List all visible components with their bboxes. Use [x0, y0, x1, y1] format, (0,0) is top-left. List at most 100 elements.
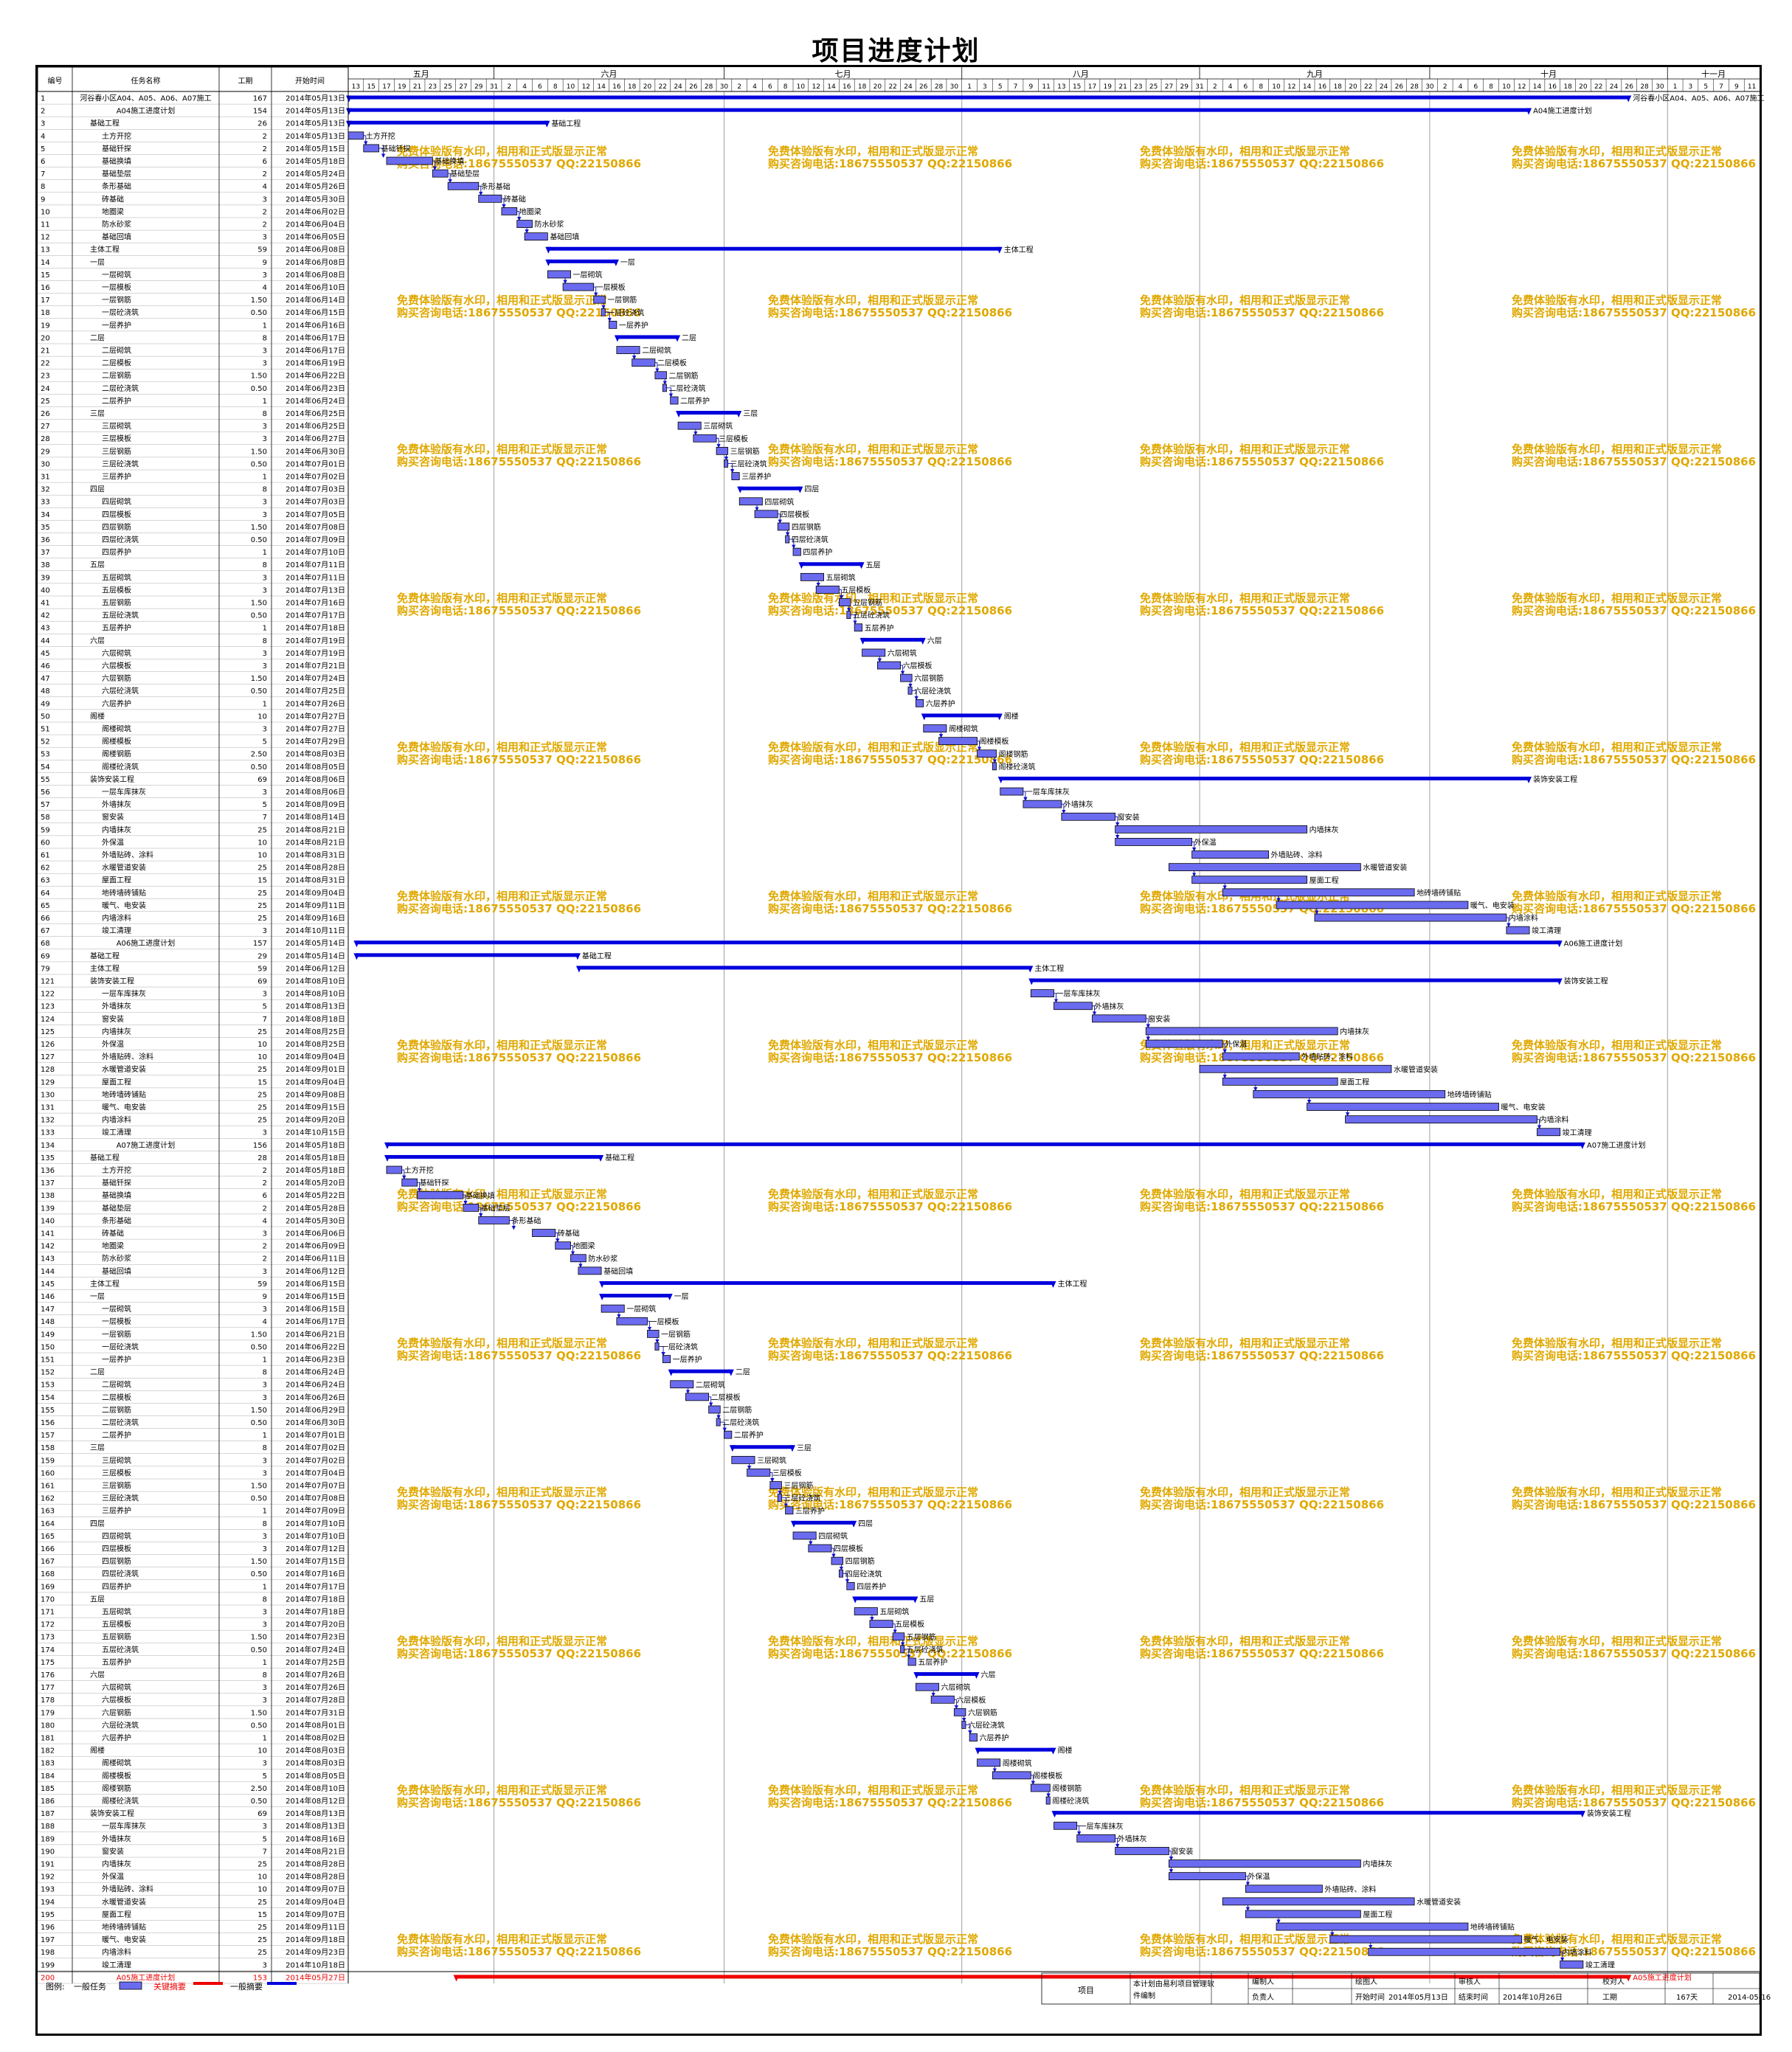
row-duration: 2.50	[251, 1785, 267, 1793]
row-duration: 6	[263, 1192, 267, 1200]
legend-summary-swatch	[267, 1982, 297, 1985]
dependency-link	[893, 1623, 897, 1634]
dependency-link	[605, 311, 612, 322]
watermark-line1: 免费体验版有水印，相用和正式版显示正常	[397, 1337, 607, 1350]
row-task-name: 防水砂浆	[102, 1254, 131, 1264]
row-duration: 2	[263, 133, 267, 141]
row-start: 2014年07月27日	[286, 724, 345, 734]
watermark-line1: 免费体验版有水印，相用和正式版显示正常	[768, 592, 978, 605]
row-task-name: 一层砌筑	[102, 1304, 131, 1314]
watermark-line1: 免费体验版有水印，相用和正式版显示正常	[768, 294, 978, 307]
task-bar	[915, 699, 924, 707]
row-id: 155	[41, 1407, 55, 1415]
task-bar	[1030, 989, 1054, 998]
row-duration: 15	[257, 877, 267, 885]
row-task-name: 三层模板	[102, 434, 131, 443]
row-start: 2014年05月13日	[286, 94, 345, 103]
task-bar	[992, 762, 997, 771]
summary-bar	[547, 246, 1000, 251]
summary-end-cap	[666, 1294, 673, 1301]
row-start: 2014年06月19日	[286, 358, 345, 368]
footer-dur-label: 工期	[1602, 1993, 1617, 2002]
task-bar-label: 一层模板	[649, 1317, 679, 1326]
row-start: 2014年07月01日	[286, 1430, 345, 1440]
summary-bar	[616, 335, 679, 339]
task-bar	[632, 358, 656, 367]
row-id: 65	[41, 902, 50, 910]
day-label: 18	[858, 83, 867, 91]
task-bar-label: 竣工清理	[1532, 926, 1561, 935]
day-label: 10	[797, 83, 806, 91]
watermark-line2: 购买咨询电话:18675550537 QQ:22150866	[768, 157, 1012, 170]
summary-bar	[348, 108, 1530, 112]
row-id: 31	[41, 474, 50, 482]
summary-bar	[356, 953, 578, 957]
row-task-name: 三层	[90, 409, 105, 418]
day-label: 8	[1489, 83, 1493, 91]
row-start: 2014年05月18日	[286, 1165, 345, 1175]
row-task-name: 四层	[90, 1519, 105, 1528]
task-bar	[1054, 1821, 1078, 1830]
watermark-line1: 免费体验版有水印，相用和正式版显示正常	[768, 890, 978, 903]
row-duration: 25	[257, 826, 267, 834]
day-label: 26	[1395, 83, 1404, 91]
row-duration: 3	[263, 1394, 267, 1402]
row-task-name: 一层砼浇筑	[102, 308, 139, 317]
task-bar-label: 二层养护	[734, 1430, 764, 1440]
row-duration: 1	[263, 1432, 267, 1440]
summary-bar-label: A06施工进度计划	[1564, 938, 1623, 948]
task-bar-label: 地砖墙砖铺贴	[1416, 888, 1461, 898]
footer-start-label: 开始时间	[1355, 1992, 1385, 2002]
row-duration: 25	[257, 1949, 267, 1957]
row-duration: 0.50	[251, 1419, 267, 1427]
summary-bar	[348, 120, 548, 125]
day-label: 22	[659, 83, 667, 91]
summary-bar-label: 六层	[981, 1671, 996, 1680]
row-task-name: 外保温	[102, 1872, 124, 1882]
row-task-name: 二层砌筑	[102, 1380, 131, 1390]
row-start: 2014年07月11日	[286, 572, 345, 582]
row-start: 2014年08月31日	[286, 876, 345, 885]
task-bar	[1253, 1090, 1446, 1098]
row-task-name: 六层模板	[102, 661, 131, 670]
row-duration: 3	[263, 1230, 267, 1238]
row-start: 2014年06月23日	[286, 1355, 345, 1365]
row-duration: 8	[263, 1444, 267, 1452]
row-duration: 69	[257, 776, 267, 784]
task-bar	[846, 1581, 855, 1590]
task-bar	[1115, 1847, 1169, 1855]
watermark-line2: 购买咨询电话:18675550537 QQ:22150866	[397, 1498, 641, 1511]
row-task-name: 五层	[90, 1595, 105, 1604]
day-label: 10	[567, 83, 575, 91]
summary-bar	[678, 411, 740, 415]
task-bar	[1169, 1859, 1361, 1868]
row-start: 2014年08月10日	[286, 989, 345, 999]
row-start: 2014年07月26日	[286, 1670, 345, 1680]
row-task-name: 内墙抹灰	[102, 1859, 131, 1869]
task-bar-label: 一层车库抹灰	[1056, 989, 1101, 999]
row-id: 126	[41, 1041, 55, 1049]
task-bar	[1076, 1834, 1116, 1843]
task-bar	[447, 181, 480, 190]
row-duration: 59	[257, 1280, 267, 1289]
row-start: 2014年06月11日	[286, 1254, 345, 1264]
task-bar-label: 五层模板	[841, 585, 871, 595]
day-label: 12	[812, 83, 820, 91]
row-task-name: 六层养护	[102, 1733, 131, 1743]
row-id: 190	[41, 1848, 55, 1856]
row-start: 2014年09月11日	[286, 901, 345, 910]
task-bar-label: 条形基础	[511, 1216, 541, 1225]
row-task-name: 阁楼	[90, 1746, 105, 1755]
day-label: 25	[443, 83, 452, 91]
row-duration: 25	[257, 864, 267, 873]
row-start: 2014年07月19日	[286, 636, 345, 645]
task-bar-label: 三层钢筋	[783, 1481, 813, 1491]
row-duration: 29	[257, 952, 267, 960]
task-bar-label: 地砖墙砖铺贴	[1447, 1089, 1492, 1099]
row-task-name: 二层模板	[102, 358, 131, 368]
row-start: 2014年09月04日	[286, 1897, 345, 1907]
header-duration: 工期	[238, 77, 253, 86]
row-start: 2014年06月12日	[286, 1266, 345, 1276]
summary-bar	[348, 95, 1630, 100]
task-bar	[800, 572, 824, 581]
